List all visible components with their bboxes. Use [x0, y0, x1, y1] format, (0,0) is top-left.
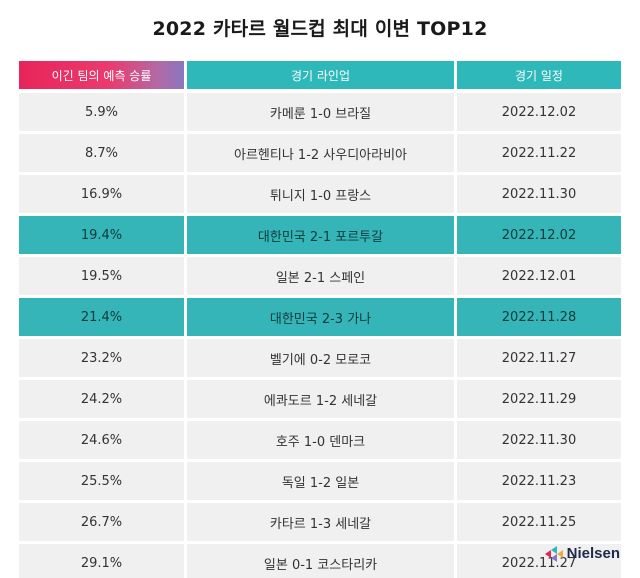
win-rate-cell: 24.6% [19, 421, 184, 459]
lineup-cell: 독일 1-2 일본 [187, 462, 454, 500]
page-title: 2022 카타르 월드컵 최대 이변 TOP12 [152, 18, 488, 40]
lineup-cell: 일본 2-1 스페인 [187, 257, 454, 295]
date-cell: 2022.11.23 [457, 462, 621, 500]
win-rate-cell: 21.4% [19, 298, 184, 336]
table-row: 5.9% 카메룬 1-0 브라질 2022.12.02 [19, 93, 621, 131]
win-rate-cell: 19.4% [19, 216, 184, 254]
date-cell: 2022.11.22 [457, 134, 621, 172]
logo-text: Nielsen [566, 545, 620, 562]
date-cell: 2022.11.29 [457, 380, 621, 418]
date-cell: 2022.12.02 [457, 93, 621, 131]
lineup-cell: 튀니지 1-0 프랑스 [187, 175, 454, 213]
win-rate-cell: 26.7% [19, 503, 184, 541]
date-cell: 2022.11.25 [457, 503, 621, 541]
win-rate-cell: 5.9% [19, 93, 184, 131]
lineup-cell: 에콰도르 1-2 세네갈 [187, 380, 454, 418]
win-rate-cell: 16.9% [19, 175, 184, 213]
table-body: 5.9% 카메룬 1-0 브라질 2022.12.02 8.7% 아르헨티나 1-2 사… [19, 93, 621, 578]
win-rate-cell: 19.5% [19, 257, 184, 295]
nielsen-logo-icon [544, 545, 563, 562]
lineup-cell: 일본 0-1 코스타리카 [187, 544, 454, 578]
lineup-cell: 아르헨티나 1-2 사우디아라비아 [187, 134, 454, 172]
table-row: 25.5% 독일 1-2 일본 2022.11.23 [19, 462, 621, 500]
header-date: 경기 일정 [457, 61, 621, 89]
win-rate-cell: 25.5% [19, 462, 184, 500]
date-cell: 2022.11.27 [457, 339, 621, 377]
lineup-cell: 벨기에 0-2 모로코 [187, 339, 454, 377]
date-cell: 2022.11.30 [457, 421, 621, 459]
win-rate-cell: 8.7% [19, 134, 184, 172]
table-row: 8.7% 아르헨티나 1-2 사우디아라비아 2022.11.22 [19, 134, 621, 172]
header-win-rate: 이긴 팀의 예측 승률 [19, 61, 184, 89]
table-row: 16.9% 튀니지 1-0 프랑스 2022.11.30 [19, 175, 621, 213]
date-cell: 2022.11.30 [457, 175, 621, 213]
win-rate-cell: 24.2% [19, 380, 184, 418]
table-row: 19.5% 일본 2-1 스페인 2022.12.01 [19, 257, 621, 295]
win-rate-cell: 29.1% [19, 544, 184, 578]
date-cell: 2022.11.28 [457, 298, 621, 336]
table-row: 29.1% 일본 0-1 코스타리카 2022.11.27 [19, 544, 621, 578]
date-cell: 2022.11.27 [457, 544, 621, 578]
table-row: 19.4% 대한민국 2-1 포르투갈 2022.12.02 [19, 216, 621, 254]
lineup-cell: 대한민국 2-3 가나 [187, 298, 454, 336]
nielsen-logo: Nielsen [544, 545, 620, 562]
date-cell: 2022.12.01 [457, 257, 621, 295]
table-row: 24.2% 에콰도르 1-2 세네갈 2022.11.29 [19, 380, 621, 418]
date-cell: 2022.12.02 [457, 216, 621, 254]
table-row: 26.7% 카타르 1-3 세네갈 2022.11.25 [19, 503, 621, 541]
table-row: 24.6% 호주 1-0 덴마크 2022.11.30 [19, 421, 621, 459]
table-header: 이긴 팀의 예측 승률 경기 라인업 경기 일정 [19, 61, 621, 89]
lineup-cell: 카메룬 1-0 브라질 [187, 93, 454, 131]
table-row: 23.2% 벨기에 0-2 모로코 2022.11.27 [19, 339, 621, 377]
lineup-cell: 호주 1-0 덴마크 [187, 421, 454, 459]
lineup-cell: 카타르 1-3 세네갈 [187, 503, 454, 541]
upset-table: 이긴 팀의 예측 승률 경기 라인업 경기 일정 5.9% 카메룬 1-0 브라질… [19, 61, 621, 578]
lineup-cell: 대한민국 2-1 포르투갈 [187, 216, 454, 254]
table-row: 21.4% 대한민국 2-3 가나 2022.11.28 [19, 298, 621, 336]
win-rate-cell: 23.2% [19, 339, 184, 377]
header-lineup: 경기 라인업 [187, 61, 454, 89]
